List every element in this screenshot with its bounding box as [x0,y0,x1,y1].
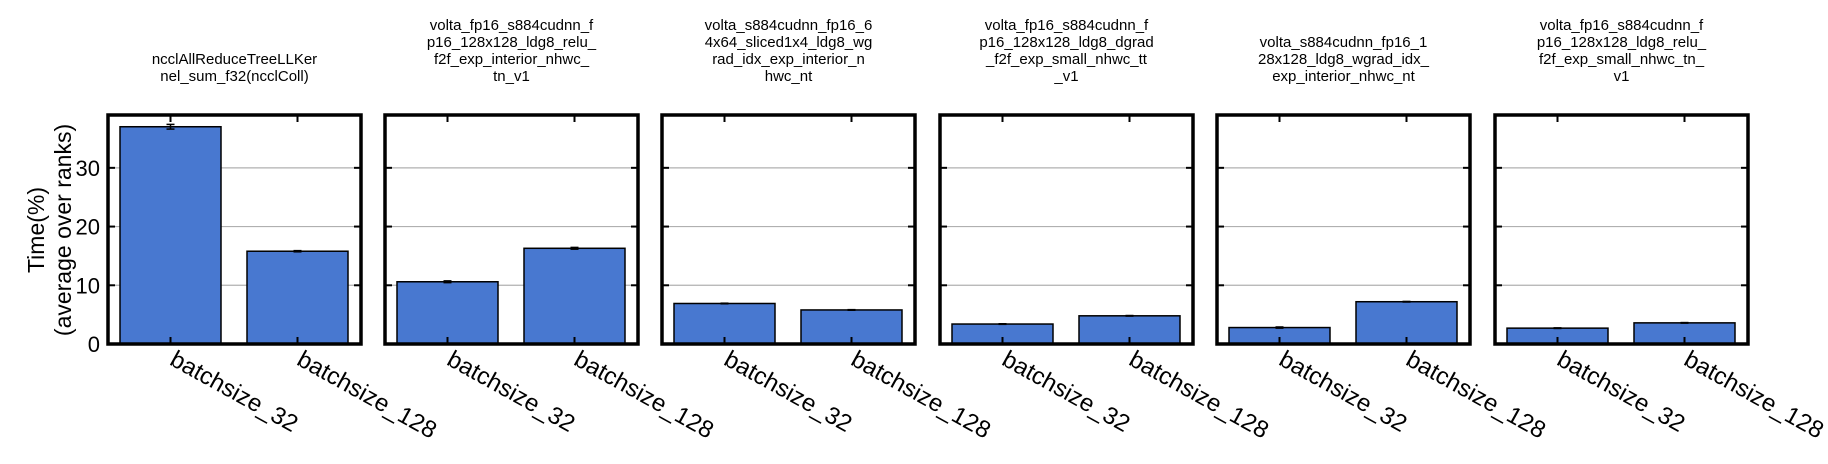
panel-title-line: volta_fp16_s884cudnn_f [1540,17,1704,34]
y-tick-label: 10 [76,273,100,298]
panel-title-line: ncclAllReduceTreeLLKer [152,51,317,68]
x-tick-label: batchsize_32 [1553,346,1690,438]
panel-title-line: 28x128_ldg8_wgrad_idx_ [1258,51,1430,68]
panel-title-line: p16_128x128_ldg8_relu_ [1537,34,1707,51]
x-tick-label: batchsize_128 [293,346,441,445]
x-tick-label: batchsize_128 [1125,346,1273,445]
panel-title-line: nel_sum_f32(ncclColl) [160,68,308,85]
panel-title-line: tn_v1 [493,68,530,85]
panel-title-line: rad_idx_exp_interior_n [712,51,865,68]
x-tick-label: batchsize_32 [998,346,1135,438]
bar-batchsize_128 [1355,300,1458,345]
panel-title-line: volta_s884cudnn_fp16_6 [705,17,873,34]
x-tick-label: batchsize_128 [847,346,995,445]
x-tick-label: batchsize_32 [443,346,580,438]
chart-panel-5: volta_s884cudnn_fp16_128x128_ldg8_wgrad_… [1215,34,1550,445]
panel-title-line: volta_fp16_s884cudnn_f [985,17,1149,34]
panel-title-line: 4x64_sliced1x4_ldg8_wg [705,34,873,51]
bar-batchsize_32 [119,125,222,345]
panel-frame [106,113,363,346]
panel-title-line: v1 [1614,68,1630,85]
x-tick-label: batchsize_128 [1402,346,1550,445]
panel-title-line: _v1 [1053,68,1078,85]
y-tick-label: 0 [88,332,100,357]
x-tick-label: batchsize_32 [720,346,857,438]
panel-frame [383,113,640,346]
chart-panel-1: ncclAllReduceTreeLLKernel_sum_f32(ncclCo… [76,51,442,444]
y-axis-label: Time(%)(average over ranks) [23,124,76,336]
panel-title-line: _f2f_exp_small_nhwc_tt [985,51,1148,68]
bar-batchsize_32 [396,281,499,345]
panel-title-line: exp_interior_nhwc_nt [1272,68,1415,85]
y-tick-label: 20 [76,215,100,240]
x-tick-label: batchsize_128 [1680,346,1828,445]
panel-title-line: f2f_exp_interior_nhwc_ [434,51,590,68]
panel-title-line: p16_128x128_ldg8_dgrad [979,34,1153,51]
y-tick-label: 30 [76,156,100,181]
y-axis-label-line: (average over ranks) [50,124,76,336]
chart-panel-6: volta_fp16_s884cudnn_fp16_128x128_ldg8_r… [1493,17,1828,445]
x-tick-label: batchsize_32 [1275,346,1412,438]
panel-title-line: p16_128x128_ldg8_relu_ [427,34,597,51]
chart-panel-3: volta_s884cudnn_fp16_64x64_sliced1x4_ldg… [660,17,995,445]
panel-title-line: hwc_nt [765,68,813,85]
chart-panel-2: volta_fp16_s884cudnn_fp16_128x128_ldg8_r… [383,17,718,445]
panel-frame [1215,113,1472,346]
panel-frame [660,113,917,346]
chart-panel-4: volta_fp16_s884cudnn_fp16_128x128_ldg8_d… [938,17,1273,445]
x-tick-label: batchsize_32 [166,346,303,438]
panel-title-line: volta_s884cudnn_fp16_1 [1260,34,1428,51]
bar-batchsize_128 [523,247,626,345]
y-axis-label-line: Time(%) [23,187,49,273]
panel-frame [938,113,1195,346]
x-tick-label: batchsize_128 [570,346,718,445]
panel-title-line: f2f_exp_small_nhwc_tn_ [1539,51,1705,68]
panel-title-line: volta_fp16_s884cudnn_f [430,17,594,34]
panel-frame [1493,113,1750,346]
bar-batchsize_128 [246,250,349,345]
